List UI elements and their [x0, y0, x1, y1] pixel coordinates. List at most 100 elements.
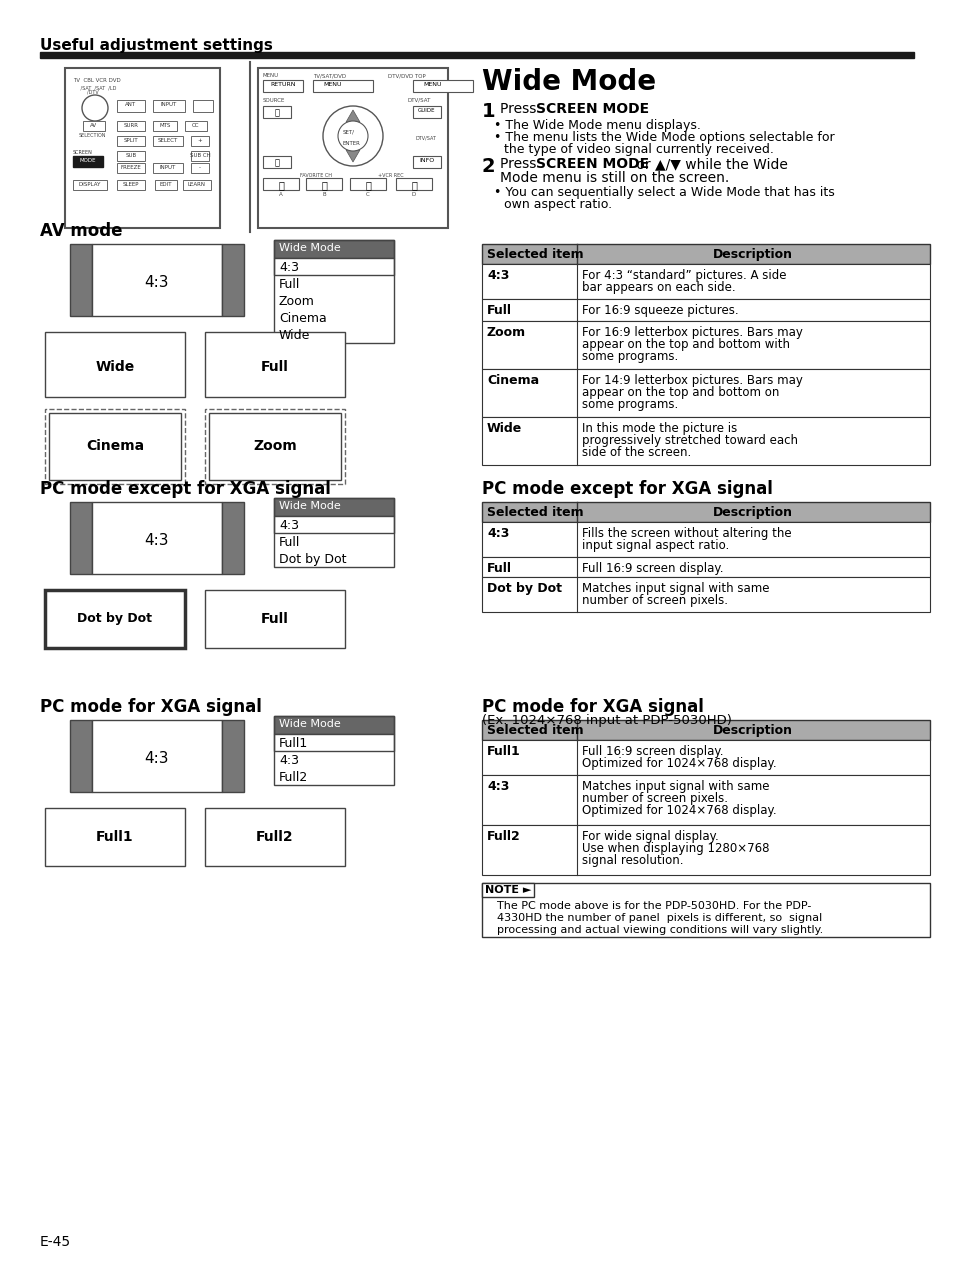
Text: 4:3: 4:3 — [278, 754, 298, 766]
Bar — [191, 136, 209, 146]
Text: NOTE ►: NOTE ► — [484, 884, 531, 895]
Bar — [45, 332, 185, 397]
Text: EDIT: EDIT — [159, 181, 172, 187]
Bar — [117, 121, 145, 131]
Bar — [274, 258, 394, 275]
Bar — [40, 52, 913, 58]
Bar — [274, 733, 394, 751]
Text: ANT: ANT — [125, 102, 136, 107]
Circle shape — [82, 95, 108, 121]
Bar — [350, 178, 386, 190]
Text: For 16:9 squeeze pictures.: For 16:9 squeeze pictures. — [581, 305, 738, 317]
Bar — [274, 716, 394, 733]
Text: 2: 2 — [481, 157, 496, 176]
Text: ⏹: ⏹ — [321, 180, 327, 190]
Bar — [274, 240, 394, 258]
Text: MENU: MENU — [323, 82, 342, 88]
Text: (Ex. 1024×768 input at PDP-5030HD): (Ex. 1024×768 input at PDP-5030HD) — [481, 714, 731, 727]
Text: Matches input signal with same: Matches input signal with same — [581, 780, 769, 793]
Text: Zoom: Zoom — [253, 439, 296, 453]
Text: AV mode: AV mode — [40, 222, 122, 240]
Text: A: A — [279, 192, 283, 197]
Text: For 4:3 “standard” pictures. A side: For 4:3 “standard” pictures. A side — [581, 269, 785, 282]
Text: CC: CC — [193, 123, 199, 128]
Bar — [274, 497, 394, 567]
Text: Mode menu is still on the screen.: Mode menu is still on the screen. — [499, 171, 728, 185]
Text: TV/SAT/DVD: TV/SAT/DVD — [313, 74, 346, 77]
Text: C: C — [366, 192, 370, 197]
Text: Full1: Full1 — [486, 745, 520, 758]
Text: -: - — [199, 165, 201, 170]
Text: Optimized for 1024×768 display.: Optimized for 1024×768 display. — [581, 758, 776, 770]
Text: +: + — [197, 138, 202, 143]
Text: some programs.: some programs. — [581, 398, 678, 411]
Bar — [481, 264, 929, 299]
Text: ⏻: ⏻ — [274, 108, 279, 117]
Text: D: D — [412, 192, 416, 197]
Text: SELECTION: SELECTION — [79, 133, 107, 138]
Bar — [481, 557, 929, 577]
Text: Selected item: Selected item — [486, 725, 583, 737]
Bar — [257, 69, 448, 228]
Text: PC mode except for XGA signal: PC mode except for XGA signal — [481, 480, 772, 497]
Bar — [263, 107, 291, 118]
Text: Press: Press — [499, 102, 540, 115]
Text: Dot by Dot: Dot by Dot — [486, 582, 561, 595]
Text: 4:3: 4:3 — [145, 533, 169, 548]
Text: Use when displaying 1280×768: Use when displaying 1280×768 — [581, 843, 769, 855]
Bar — [263, 80, 303, 91]
Text: DTV/DVD TOP: DTV/DVD TOP — [388, 74, 425, 77]
Bar — [481, 577, 929, 612]
Text: bar appears on each side.: bar appears on each side. — [581, 280, 735, 294]
Text: +VCR REC: +VCR REC — [377, 173, 403, 178]
Bar — [209, 412, 340, 480]
Text: the type of video signal currently received.: the type of video signal currently recei… — [503, 143, 773, 156]
Bar — [183, 180, 211, 190]
Text: • The Wide Mode menu displays.: • The Wide Mode menu displays. — [494, 119, 700, 132]
Bar — [481, 321, 929, 369]
Bar — [481, 883, 929, 937]
Text: Full 16:9 screen display.: Full 16:9 screen display. — [581, 562, 722, 575]
Text: LEARN: LEARN — [188, 181, 206, 187]
Text: Full: Full — [278, 536, 300, 549]
Text: DISPLAY: DISPLAY — [79, 181, 101, 187]
Bar — [70, 244, 91, 316]
Text: SURR: SURR — [123, 123, 138, 128]
Bar — [481, 825, 929, 876]
Text: Full: Full — [261, 612, 289, 626]
Bar — [70, 720, 91, 792]
Bar — [481, 720, 929, 740]
Bar — [83, 121, 105, 131]
Bar — [191, 162, 209, 173]
Text: MODE: MODE — [80, 159, 96, 162]
Bar — [205, 808, 345, 865]
Text: Wide Mode: Wide Mode — [481, 69, 656, 96]
Text: INPUT: INPUT — [161, 102, 177, 107]
Text: SELECT: SELECT — [157, 138, 178, 143]
Bar — [481, 503, 929, 522]
Text: Wide: Wide — [95, 360, 134, 374]
Text: • You can sequentially select a Wide Mode that has its: • You can sequentially select a Wide Mod… — [494, 187, 834, 199]
Circle shape — [323, 107, 382, 166]
Bar — [263, 178, 298, 190]
Text: PC mode for XGA signal: PC mode for XGA signal — [40, 698, 262, 716]
Text: MENU: MENU — [423, 82, 442, 88]
Text: SET/: SET/ — [343, 129, 355, 135]
Text: 4:3: 4:3 — [486, 780, 509, 793]
Bar — [263, 156, 291, 168]
Text: input signal aspect ratio.: input signal aspect ratio. — [581, 539, 728, 552]
Bar — [481, 740, 929, 775]
Text: 4:3: 4:3 — [278, 519, 298, 532]
Bar — [70, 503, 91, 574]
Text: Wide Mode: Wide Mode — [278, 501, 340, 511]
Text: Full: Full — [278, 278, 300, 291]
Text: Cinema: Cinema — [86, 439, 144, 453]
Bar — [481, 369, 929, 418]
Text: DTV/SAT: DTV/SAT — [416, 136, 436, 141]
Bar — [45, 409, 185, 483]
Text: FREEZE: FREEZE — [120, 165, 141, 170]
Text: ENTER: ENTER — [343, 141, 360, 146]
Text: DTV/SAT: DTV/SAT — [408, 98, 431, 103]
Text: Full2: Full2 — [256, 830, 294, 844]
Bar — [274, 716, 394, 786]
